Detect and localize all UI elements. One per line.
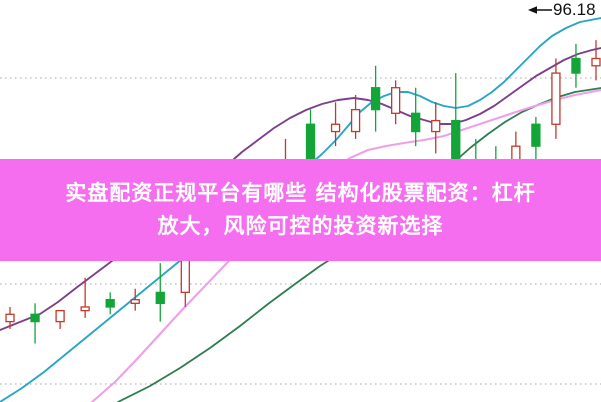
candle-body: [330, 123, 341, 133]
banner-headline-line1: 实盘配资正规平台有哪些 结构化股票配资：杠杆: [65, 181, 536, 205]
promo-banner: 实盘配资正规平台有哪些 结构化股票配资：杠杆 放大，风险可控的投资新选择: [0, 159, 601, 261]
price-label: 96.18: [553, 0, 596, 19]
candle-body: [431, 119, 441, 133]
candle-body: [55, 309, 65, 323]
candle-body: [130, 299, 140, 304]
candle-body: [571, 57, 581, 74]
candle-body: [411, 112, 421, 133]
candle-body: [591, 57, 601, 67]
candle-body: [105, 299, 115, 308]
candle-body: [5, 313, 15, 323]
candle-body: [155, 291, 165, 304]
candle-body: [531, 123, 541, 147]
candle-body: [305, 123, 316, 162]
candle-body: [30, 313, 40, 323]
banner-headline-line2: 放大，风险可控的投资新选择: [157, 214, 444, 238]
arrow-left-icon: [528, 6, 537, 14]
candle-body: [451, 119, 461, 162]
price-arrow: [528, 6, 552, 14]
candle-body: [551, 72, 561, 125]
candle-body: [370, 87, 381, 111]
candle-body: [80, 306, 90, 312]
candle-body: [391, 87, 401, 114]
ma-long-pink-line: [90, 88, 601, 402]
candle-body: [350, 108, 361, 133]
